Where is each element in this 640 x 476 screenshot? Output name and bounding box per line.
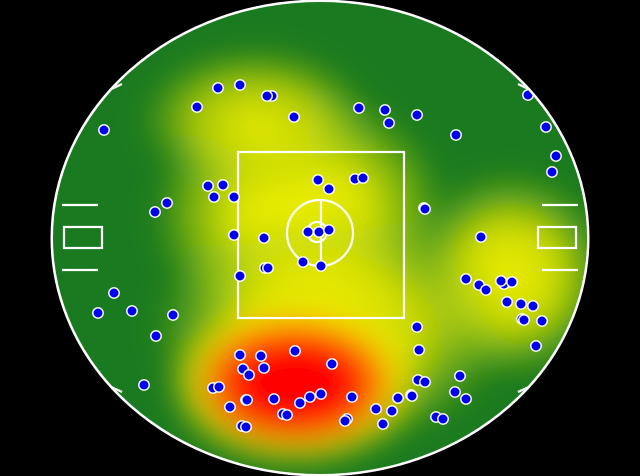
data-point[interactable]	[501, 296, 513, 308]
data-point[interactable]	[383, 117, 395, 129]
data-point[interactable]	[289, 345, 301, 357]
data-point[interactable]	[297, 256, 309, 268]
data-point[interactable]	[98, 124, 110, 136]
data-point[interactable]	[475, 231, 487, 243]
data-point[interactable]	[126, 305, 138, 317]
data-point[interactable]	[411, 321, 423, 333]
data-point[interactable]	[339, 415, 351, 427]
data-point[interactable]	[234, 79, 246, 91]
data-point[interactable]	[518, 314, 530, 326]
data-point[interactable]	[268, 393, 280, 405]
data-point-layer[interactable]	[92, 79, 562, 433]
data-point[interactable]	[495, 275, 507, 287]
data-point[interactable]	[437, 413, 449, 425]
data-point[interactable]	[411, 109, 423, 121]
data-point[interactable]	[419, 376, 431, 388]
sightscreen-left	[62, 225, 104, 250]
data-point[interactable]	[460, 273, 472, 285]
data-point[interactable]	[419, 203, 431, 215]
data-point[interactable]	[202, 180, 214, 192]
data-point[interactable]	[540, 121, 552, 133]
data-point[interactable]	[241, 394, 253, 406]
data-point[interactable]	[191, 101, 203, 113]
heatmap-layers	[137, 46, 587, 467]
data-point[interactable]	[450, 129, 462, 141]
data-point[interactable]	[530, 340, 542, 352]
heat-fine-leg-hotspot	[167, 299, 423, 467]
data-point[interactable]	[315, 260, 327, 272]
data-point[interactable]	[386, 405, 398, 417]
data-point[interactable]	[370, 403, 382, 415]
sightscreen-right	[536, 225, 578, 250]
data-point[interactable]	[323, 183, 335, 195]
data-point[interactable]	[449, 386, 461, 398]
data-point[interactable]	[550, 150, 562, 162]
data-point[interactable]	[377, 418, 389, 430]
data-point[interactable]	[234, 349, 246, 361]
data-point[interactable]	[255, 350, 267, 362]
data-point[interactable]	[281, 409, 293, 421]
data-point[interactable]	[546, 166, 558, 178]
data-point[interactable]	[228, 191, 240, 203]
data-point[interactable]	[212, 82, 224, 94]
data-point[interactable]	[217, 179, 229, 191]
data-point[interactable]	[224, 401, 236, 413]
data-point[interactable]	[240, 421, 252, 433]
data-point[interactable]	[213, 381, 225, 393]
data-point[interactable]	[515, 298, 527, 310]
data-point[interactable]	[460, 393, 472, 405]
data-point[interactable]	[346, 391, 358, 403]
data-point[interactable]	[323, 224, 335, 236]
data-point[interactable]	[243, 369, 255, 381]
data-point[interactable]	[228, 229, 240, 241]
data-point[interactable]	[208, 191, 220, 203]
data-point[interactable]	[288, 111, 300, 123]
data-point[interactable]	[150, 330, 162, 342]
data-point[interactable]	[406, 390, 418, 402]
data-point[interactable]	[357, 172, 369, 184]
data-point[interactable]	[312, 174, 324, 186]
data-point[interactable]	[302, 226, 314, 238]
data-point[interactable]	[294, 397, 306, 409]
data-point[interactable]	[392, 392, 404, 404]
data-point[interactable]	[326, 358, 338, 370]
data-point[interactable]	[261, 90, 273, 102]
data-point[interactable]	[379, 104, 391, 116]
data-point[interactable]	[234, 270, 246, 282]
data-point[interactable]	[92, 307, 104, 319]
data-point[interactable]	[149, 206, 161, 218]
data-point[interactable]	[258, 232, 270, 244]
data-point[interactable]	[353, 102, 365, 114]
data-point[interactable]	[161, 197, 173, 209]
data-point[interactable]	[262, 262, 274, 274]
data-point[interactable]	[454, 370, 466, 382]
data-point[interactable]	[258, 362, 270, 374]
data-point[interactable]	[138, 379, 150, 391]
data-point[interactable]	[313, 226, 325, 238]
heat-mid-on	[137, 46, 373, 194]
data-point[interactable]	[304, 391, 316, 403]
data-point[interactable]	[527, 300, 539, 312]
data-point[interactable]	[480, 284, 492, 296]
data-point[interactable]	[506, 276, 518, 288]
data-point[interactable]	[167, 309, 179, 321]
data-point[interactable]	[536, 315, 548, 327]
data-point[interactable]	[413, 344, 425, 356]
data-point[interactable]	[108, 287, 120, 299]
data-point[interactable]	[315, 388, 327, 400]
